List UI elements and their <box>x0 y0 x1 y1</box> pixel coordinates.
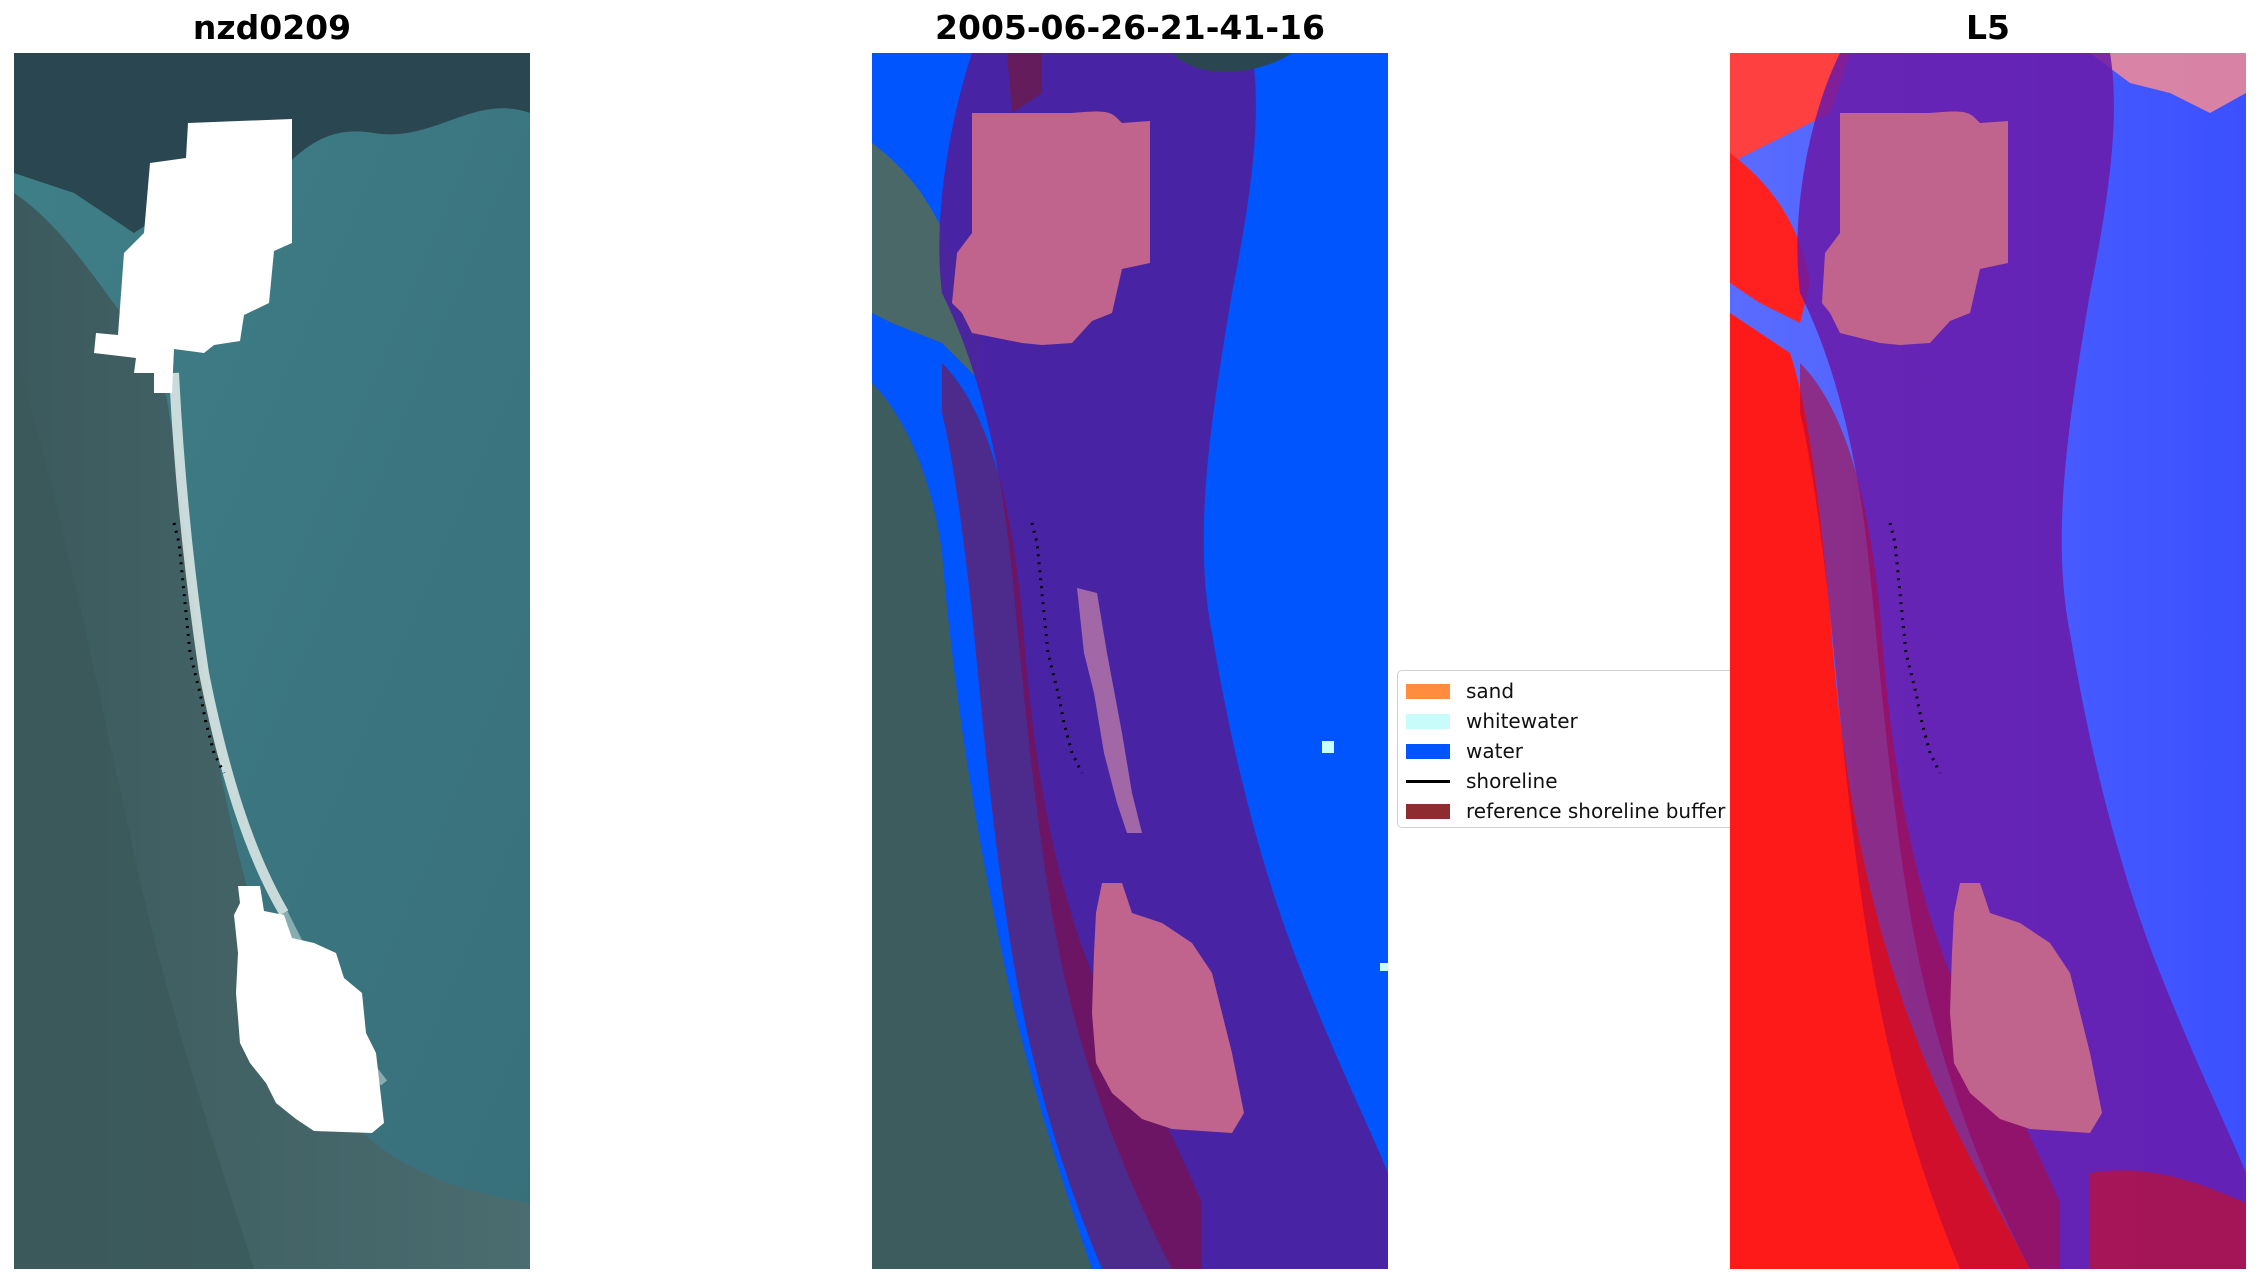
cloud-mask-north <box>94 119 292 393</box>
legend-label: sand <box>1466 679 1515 703</box>
cloud-overlay-north <box>1822 111 2008 345</box>
rgb-image-panel <box>14 53 530 1269</box>
legend-item-reference-buffer: reference shoreline buffer <box>1406 798 1725 824</box>
whitewater-swatch <box>1406 713 1450 729</box>
panel-title-satellite: L5 <box>1966 8 2010 47</box>
water-swatch <box>1406 743 1450 759</box>
positive-index-south <box>2090 1170 2246 1269</box>
rgb-land-north <box>872 143 982 383</box>
legend-label: water <box>1466 739 1523 763</box>
legend-item-shoreline: shoreline <box>1406 768 1558 794</box>
cloud-overlay-north <box>952 111 1150 345</box>
positive-index-north <box>1730 153 1810 323</box>
panel-title-site: nzd0209 <box>192 8 352 47</box>
cloud-overlay-south <box>1092 883 1244 1133</box>
reference-buffer-overlay <box>1800 363 2060 1269</box>
classification-image <box>872 53 1388 1269</box>
whitewater-pixel-edge <box>1380 963 1388 971</box>
legend-label: whitewater <box>1466 709 1578 733</box>
whitewater-pixel <box>1322 741 1334 753</box>
positive-index-northeast <box>2090 53 2246 113</box>
reference-buffer-overlay <box>942 363 1202 1269</box>
vegetation-band <box>14 353 254 1269</box>
rgb-land-west <box>872 383 1092 1269</box>
beach-strip <box>169 372 289 916</box>
legend-item-water: water <box>1406 738 1523 764</box>
index-image <box>1730 53 2246 1269</box>
index-image-panel <box>1730 53 2246 1269</box>
legend-label: reference shoreline buffer <box>1466 799 1726 823</box>
dark-headland-fragment <box>1172 53 1292 72</box>
legend-item-sand: sand <box>1406 678 1514 704</box>
positive-index-northwest <box>1730 53 1850 163</box>
classification-legend: sand whitewater water shoreline referenc… <box>1397 670 1737 828</box>
panel-title-date: 2005-06-26-21-41-16 <box>935 8 1325 47</box>
rgb-image <box>14 53 530 1269</box>
legend-label: shoreline <box>1466 769 1558 793</box>
reference-buffer-swatch <box>1406 803 1450 819</box>
cloud-mask-south <box>234 886 384 1133</box>
cloud-overlay-south <box>1950 883 2102 1133</box>
positive-index-land <box>1730 313 2030 1269</box>
inner-class-area-overlay <box>1797 53 2246 1269</box>
classification-panel <box>872 53 1388 1269</box>
legend-item-whitewater: whitewater <box>1406 708 1578 734</box>
inner-class-area <box>939 53 1388 1269</box>
buffer-top-fragment <box>1007 53 1042 113</box>
shoreline-line-swatch <box>1406 779 1450 783</box>
sand-swatch <box>1406 683 1450 699</box>
sand-sliver <box>1077 588 1142 833</box>
